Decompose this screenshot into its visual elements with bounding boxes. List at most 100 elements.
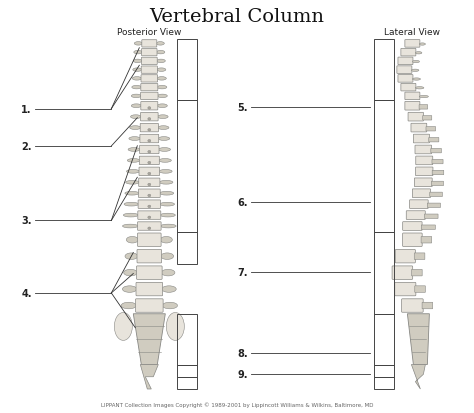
- Ellipse shape: [125, 192, 139, 196]
- Ellipse shape: [148, 107, 151, 110]
- FancyBboxPatch shape: [424, 214, 438, 219]
- Text: LIPPANT Collection Images Copyright © 1989-2001 by Lippincott Williams & Wilkins: LIPPANT Collection Images Copyright © 19…: [101, 401, 373, 407]
- Bar: [177, 377, 197, 389]
- Ellipse shape: [157, 78, 166, 81]
- Ellipse shape: [148, 129, 151, 132]
- Ellipse shape: [148, 140, 151, 143]
- Ellipse shape: [157, 104, 167, 108]
- FancyBboxPatch shape: [398, 58, 413, 66]
- Bar: [177, 101, 197, 232]
- Text: Posterior View: Posterior View: [117, 28, 182, 37]
- Ellipse shape: [134, 51, 142, 55]
- FancyBboxPatch shape: [414, 253, 425, 260]
- FancyBboxPatch shape: [139, 157, 159, 165]
- Ellipse shape: [124, 203, 138, 206]
- FancyBboxPatch shape: [405, 93, 420, 100]
- Ellipse shape: [162, 286, 176, 293]
- FancyBboxPatch shape: [401, 49, 416, 57]
- FancyBboxPatch shape: [397, 66, 412, 74]
- FancyBboxPatch shape: [141, 76, 158, 83]
- FancyBboxPatch shape: [136, 299, 163, 313]
- Ellipse shape: [412, 61, 419, 64]
- Ellipse shape: [148, 184, 151, 186]
- FancyBboxPatch shape: [401, 84, 416, 92]
- FancyBboxPatch shape: [141, 58, 157, 65]
- Bar: [374, 101, 394, 232]
- FancyBboxPatch shape: [140, 146, 159, 154]
- Ellipse shape: [161, 225, 176, 228]
- FancyBboxPatch shape: [412, 190, 430, 198]
- FancyBboxPatch shape: [402, 233, 422, 247]
- FancyBboxPatch shape: [406, 211, 425, 220]
- Ellipse shape: [128, 159, 140, 163]
- FancyBboxPatch shape: [137, 250, 162, 263]
- Bar: [177, 232, 197, 265]
- Ellipse shape: [160, 237, 173, 243]
- Ellipse shape: [419, 44, 425, 46]
- FancyBboxPatch shape: [426, 127, 436, 132]
- Ellipse shape: [130, 126, 141, 130]
- Ellipse shape: [157, 60, 165, 64]
- Bar: [177, 314, 197, 365]
- FancyBboxPatch shape: [410, 200, 428, 209]
- Ellipse shape: [148, 228, 151, 230]
- Text: Lateral View: Lateral View: [384, 28, 440, 37]
- FancyBboxPatch shape: [138, 211, 161, 220]
- Ellipse shape: [419, 96, 428, 98]
- Ellipse shape: [121, 303, 137, 309]
- FancyBboxPatch shape: [415, 146, 432, 154]
- Text: 5.: 5.: [237, 102, 247, 112]
- FancyBboxPatch shape: [429, 138, 439, 142]
- FancyBboxPatch shape: [395, 250, 415, 263]
- Ellipse shape: [158, 148, 171, 152]
- FancyBboxPatch shape: [421, 237, 432, 243]
- Ellipse shape: [123, 214, 138, 217]
- FancyBboxPatch shape: [432, 160, 443, 164]
- FancyBboxPatch shape: [137, 222, 161, 231]
- FancyBboxPatch shape: [138, 200, 161, 209]
- Ellipse shape: [156, 51, 165, 55]
- FancyBboxPatch shape: [416, 157, 433, 165]
- FancyBboxPatch shape: [413, 135, 429, 143]
- Polygon shape: [133, 314, 165, 365]
- FancyBboxPatch shape: [430, 193, 442, 197]
- FancyBboxPatch shape: [428, 204, 440, 208]
- FancyBboxPatch shape: [431, 182, 444, 186]
- Ellipse shape: [148, 173, 151, 176]
- FancyBboxPatch shape: [142, 40, 157, 48]
- Ellipse shape: [133, 60, 142, 64]
- Ellipse shape: [132, 78, 142, 81]
- Ellipse shape: [160, 192, 173, 196]
- FancyBboxPatch shape: [140, 135, 159, 143]
- Ellipse shape: [157, 86, 167, 90]
- Text: Vertebral Column: Vertebral Column: [149, 8, 325, 26]
- FancyBboxPatch shape: [140, 113, 158, 121]
- Bar: [374, 232, 394, 314]
- Ellipse shape: [159, 159, 171, 163]
- Ellipse shape: [158, 138, 170, 141]
- FancyBboxPatch shape: [432, 171, 444, 175]
- Ellipse shape: [156, 43, 164, 46]
- FancyBboxPatch shape: [431, 149, 441, 154]
- Text: 1.: 1.: [21, 104, 32, 114]
- Ellipse shape: [159, 170, 172, 174]
- FancyBboxPatch shape: [141, 93, 158, 100]
- FancyBboxPatch shape: [141, 102, 158, 111]
- FancyBboxPatch shape: [421, 225, 436, 230]
- Ellipse shape: [162, 303, 177, 309]
- FancyBboxPatch shape: [408, 113, 423, 122]
- Ellipse shape: [159, 181, 173, 185]
- Ellipse shape: [128, 148, 140, 152]
- Ellipse shape: [122, 225, 138, 228]
- FancyBboxPatch shape: [411, 124, 427, 133]
- Bar: [374, 40, 394, 101]
- Ellipse shape: [131, 95, 141, 98]
- FancyBboxPatch shape: [414, 178, 432, 187]
- Ellipse shape: [161, 270, 175, 276]
- FancyBboxPatch shape: [416, 168, 433, 176]
- Bar: [374, 314, 394, 365]
- Ellipse shape: [412, 79, 420, 81]
- Ellipse shape: [160, 214, 175, 217]
- Ellipse shape: [148, 195, 151, 197]
- FancyBboxPatch shape: [401, 299, 423, 313]
